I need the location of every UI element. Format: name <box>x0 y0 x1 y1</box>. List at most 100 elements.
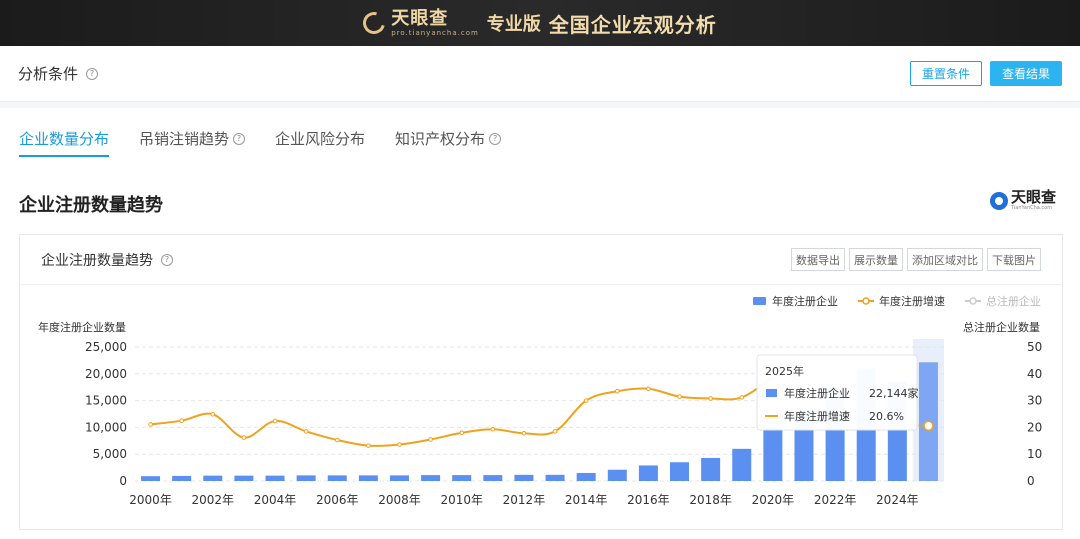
bar <box>296 475 316 481</box>
growth-point <box>303 429 309 434</box>
y-right-tick-label: 50 <box>1027 340 1042 354</box>
x-tick-label: 2014年 <box>565 493 608 507</box>
chart-card: 企业注册数量趋势 ? 数据导出 展示数量 添加区域对比 下载图片 0 5,000 1… <box>19 234 1063 530</box>
growth-point <box>397 442 402 447</box>
help-icon[interactable]: ? <box>489 132 502 145</box>
help-icon[interactable]: ? <box>161 253 173 266</box>
y-right-axis-title: 总注册企业数量 <box>963 320 1040 334</box>
growth-point <box>148 422 153 427</box>
bar <box>545 474 565 481</box>
y-left-tick-label: 0 <box>119 474 127 488</box>
legend-label: 总注册企业 <box>986 294 1041 308</box>
y-left-tick-label: 10,000 <box>85 420 127 434</box>
tab-label: 知识产权分布 <box>395 130 486 148</box>
tooltip-title: 2025年 <box>765 364 804 378</box>
help-icon[interactable]: ? <box>233 132 246 145</box>
tianyancha-mark-icon <box>990 191 1008 210</box>
legend-swatch-bar <box>753 297 766 305</box>
tooltip-value: 20.6% <box>869 410 904 423</box>
help-icon[interactable]: ? <box>86 67 99 80</box>
y-left-tick-label: 5,000 <box>93 447 127 461</box>
bar <box>483 475 503 481</box>
growth-point <box>739 395 745 400</box>
show-count-button[interactable]: 展示数量 <box>849 248 903 271</box>
growth-point <box>428 437 433 442</box>
x-tick-label: 2012年 <box>503 493 546 507</box>
y-left-tick-label: 25,000 <box>85 340 127 354</box>
growth-point <box>552 429 558 434</box>
x-tick-label: 2016年 <box>627 493 670 507</box>
bar <box>452 475 472 481</box>
legend-label: 年度注册企业 <box>772 294 838 308</box>
bar <box>265 475 285 481</box>
add-region-compare-button[interactable]: 添加区域对比 <box>907 248 983 271</box>
x-tick-label: 2024年 <box>876 493 919 507</box>
y-left-tick-label: 15,000 <box>85 394 127 408</box>
analysis-conditions-bar: 分析条件 ? 重置条件 查看结果 <box>0 46 1080 102</box>
reset-conditions-button[interactable]: 重置条件 <box>910 61 982 86</box>
tooltip-swatch-bar <box>766 389 777 397</box>
bar <box>141 476 161 481</box>
growth-point <box>272 418 278 424</box>
bar <box>607 469 627 481</box>
top-banner: 天眼查 pro.tianyancha.com 专业版 全国企业宏观分析 <box>0 0 1080 46</box>
conditions-title: 分析条件 <box>18 65 79 83</box>
tab-bar: 企业数量分布 吊销注销趋势? 企业风险分布 知识产权分布? <box>19 128 502 157</box>
bar <box>670 462 690 481</box>
growth-point <box>334 437 340 443</box>
bar <box>234 475 254 481</box>
bar <box>638 465 658 481</box>
logo-domain: TianYanCha.com <box>1011 205 1053 211</box>
export-data-button[interactable]: 数据导出 <box>791 248 845 271</box>
y-left-axis-title: 年度注册企业数量 <box>38 320 126 334</box>
bar <box>203 475 223 481</box>
tab-revocation-trend[interactable]: 吊销注销趋势? <box>139 128 246 157</box>
page-title: 全国企业宏观分析 <box>548 12 717 37</box>
growth-point <box>490 426 496 432</box>
registration-trend-chart[interactable]: 0 5,000 10,000 15,000 20,000 25,000 0 10 20 30 40 5… <box>20 285 1062 529</box>
x-tick-label: 2020年 <box>752 493 795 507</box>
tab-label: 吊销注销趋势 <box>139 130 230 148</box>
x-tick-label: 2018年 <box>689 493 732 507</box>
growth-point-highlight <box>923 420 934 432</box>
bar <box>763 427 783 481</box>
chart-card-title: 企业注册数量趋势 <box>41 252 153 269</box>
tab-ip-distribution[interactable]: 知识产权分布? <box>395 128 502 157</box>
x-tick-label: 2006年 <box>316 493 359 507</box>
bar <box>732 448 752 481</box>
section-title: 企业注册数量趋势 <box>19 195 163 216</box>
tianyancha-logo: 天眼查 TianYanCha.com <box>990 190 1056 211</box>
x-tick-label: 2010年 <box>440 493 483 507</box>
growth-point <box>677 394 682 399</box>
tab-enterprise-count[interactable]: 企业数量分布 <box>19 128 110 157</box>
download-image-button[interactable]: 下载图片 <box>987 248 1041 271</box>
growth-point <box>210 411 216 417</box>
y-right-tick-label: 10 <box>1027 447 1042 461</box>
x-tick-label: 2008年 <box>378 493 421 507</box>
x-tick-label: 2004年 <box>254 493 297 507</box>
main-panel: 企业数量分布 吊销注销趋势? 企业风险分布 知识产权分布? 企业注册数量趋势 天… <box>0 108 1080 539</box>
tab-label: 企业风险分布 <box>275 130 366 148</box>
bar <box>389 475 409 481</box>
bar <box>358 475 378 481</box>
growth-point <box>459 430 465 436</box>
brand-domain: pro.tianyancha.com <box>391 28 479 37</box>
bar <box>514 474 534 481</box>
y-right-tick-label: 40 <box>1027 367 1042 381</box>
growth-point <box>614 388 620 394</box>
legend-label: 年度注册增速 <box>879 294 945 308</box>
growth-point <box>366 443 371 448</box>
tianyancha-logo-icon <box>359 7 390 39</box>
tab-label: 企业数量分布 <box>19 130 110 148</box>
y-left-tick-label: 20,000 <box>85 367 127 381</box>
legend-swatch-point <box>862 297 870 305</box>
view-results-button[interactable]: 查看结果 <box>990 61 1062 86</box>
tooltip-value: 22,144家 <box>869 386 919 400</box>
growth-point <box>179 418 184 423</box>
growth-point <box>521 430 527 436</box>
bar <box>327 475 347 481</box>
logo-name: 天眼查 <box>1011 188 1057 206</box>
tab-risk-distribution[interactable]: 企业风险分布 <box>275 128 365 157</box>
bar <box>576 472 596 481</box>
x-tick-label: 2002年 <box>192 493 235 507</box>
